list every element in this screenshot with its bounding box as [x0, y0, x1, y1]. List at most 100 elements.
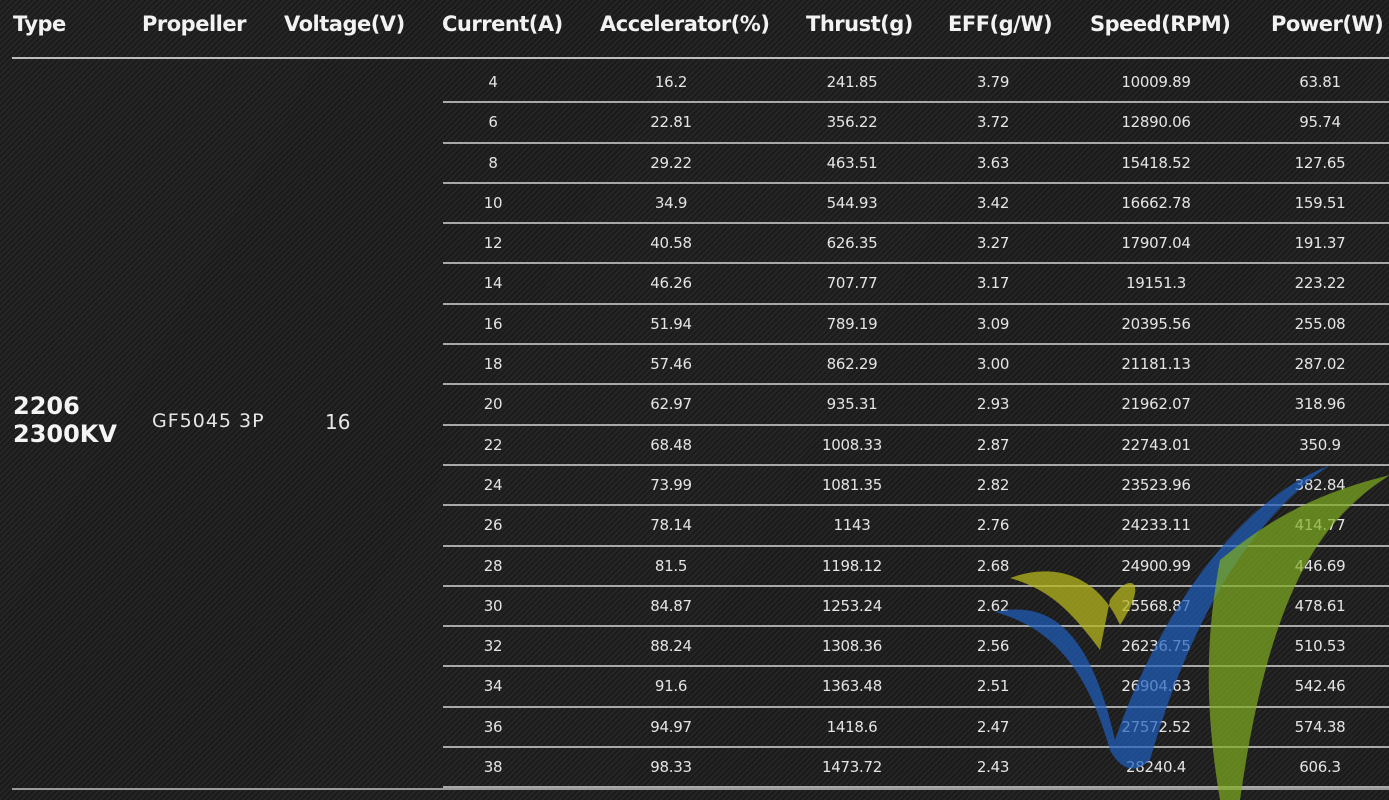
- cell-thrust: 1143: [833, 516, 871, 535]
- cell-speed: 12890.06: [1121, 113, 1191, 132]
- motor-type: 2206 2300KV: [13, 392, 117, 448]
- cell-accelerator: 81.5: [654, 556, 688, 575]
- cell-speed: 20395.56: [1121, 314, 1191, 333]
- cell-power: 159.51: [1294, 193, 1346, 212]
- cell-speed: 24900.99: [1121, 556, 1191, 575]
- cell-power: 350.9: [1299, 435, 1341, 454]
- cell-eff: 3.09: [976, 314, 1010, 333]
- header-thrust: Thrust(g): [806, 12, 913, 36]
- cell-accelerator: 16.2: [654, 73, 688, 91]
- cell-power: 510.53: [1294, 637, 1346, 656]
- cell-power: 287.02: [1294, 355, 1346, 374]
- cell-eff: 2.43: [976, 758, 1010, 777]
- cell-accelerator: 62.97: [650, 395, 692, 414]
- cell-eff: 3.00: [976, 355, 1010, 374]
- table-row: 14 46.26 707.77 3.17 19151.3 223.22: [443, 264, 1389, 305]
- cell-current: 24: [483, 475, 503, 494]
- cell-accelerator: 51.94: [650, 314, 692, 333]
- cell-current: 6: [488, 113, 498, 132]
- cell-thrust: 241.85: [826, 73, 878, 91]
- motor-type-kv: 2300KV: [13, 420, 117, 448]
- cell-current: 4: [488, 73, 498, 91]
- cell-thrust: 1253.24: [822, 596, 882, 615]
- cell-speed: 21962.07: [1121, 395, 1191, 414]
- cell-speed: 28240.4: [1126, 758, 1186, 777]
- table-row: 10 34.9 544.93 3.42 16662.78 159.51: [443, 184, 1389, 225]
- cell-current: 20: [483, 395, 503, 414]
- header-propeller: Propeller: [142, 12, 246, 36]
- cell-power: 191.37: [1294, 234, 1346, 253]
- table-row: 22 68.48 1008.33 2.87 22743.01 350.9: [443, 426, 1389, 466]
- cell-current: 30: [483, 596, 503, 615]
- cell-power: 446.69: [1294, 556, 1346, 575]
- cell-accelerator: 22.81: [650, 113, 692, 132]
- cell-eff: 2.87: [976, 435, 1010, 454]
- cell-accelerator: 68.48: [650, 435, 692, 454]
- cell-eff: 2.62: [976, 596, 1010, 615]
- header-type: Type: [13, 12, 66, 36]
- cell-accelerator: 84.87: [650, 596, 692, 615]
- cell-thrust: 1473.72: [822, 758, 882, 777]
- cell-eff: 2.82: [976, 475, 1010, 494]
- cell-power: 318.96: [1294, 395, 1346, 414]
- header-current: Current(A): [442, 12, 563, 36]
- table-row: 28 81.5 1198.12 2.68 24900.99 446.69: [443, 547, 1389, 587]
- cell-current: 26: [483, 516, 503, 535]
- cell-eff: 2.51: [976, 677, 1010, 696]
- cell-thrust: 707.77: [826, 274, 878, 293]
- cell-speed: 22743.01: [1121, 435, 1191, 454]
- cell-thrust: 544.93: [826, 193, 878, 212]
- cell-thrust: 1363.48: [822, 677, 882, 696]
- cell-power: 63.81: [1299, 73, 1341, 91]
- cell-thrust: 1008.33: [822, 435, 882, 454]
- cell-speed: 19151.3: [1126, 274, 1186, 293]
- bottom-divider: [12, 788, 1389, 790]
- motor-type-size: 2206: [13, 392, 80, 420]
- cell-thrust: 1081.35: [822, 475, 882, 494]
- cell-current: 18: [483, 355, 503, 374]
- cell-accelerator: 34.9: [654, 193, 688, 212]
- cell-power: 127.65: [1294, 153, 1346, 172]
- cell-thrust: 1198.12: [822, 556, 882, 575]
- cell-speed: 25568.87: [1121, 596, 1191, 615]
- cell-thrust: 935.31: [826, 395, 878, 414]
- cell-accelerator: 57.46: [650, 355, 692, 374]
- cell-thrust: 463.51: [826, 153, 878, 172]
- cell-power: 223.22: [1294, 274, 1346, 293]
- cell-thrust: 626.35: [826, 234, 878, 253]
- cell-power: 255.08: [1294, 314, 1346, 333]
- cell-eff: 2.68: [976, 556, 1010, 575]
- cell-accelerator: 98.33: [650, 758, 692, 777]
- cell-current: 22: [483, 435, 503, 454]
- cell-speed: 16662.78: [1121, 193, 1191, 212]
- table-row: 4 16.2 241.85 3.79 10009.89 63.81: [443, 63, 1389, 104]
- header-voltage: Voltage(V): [284, 12, 405, 36]
- cell-speed: 10009.89: [1121, 73, 1191, 91]
- header-divider: [12, 57, 1389, 59]
- cell-current: 12: [483, 234, 503, 253]
- cell-current: 10: [483, 193, 503, 212]
- cell-power: 606.3: [1299, 758, 1341, 777]
- cell-power: 574.38: [1294, 717, 1346, 736]
- cell-speed: 26904.63: [1121, 677, 1191, 696]
- cell-eff: 3.72: [976, 113, 1010, 132]
- cell-accelerator: 91.6: [654, 677, 688, 696]
- cell-current: 14: [483, 274, 503, 293]
- table-row: 6 22.81 356.22 3.72 12890.06 95.74: [443, 103, 1389, 144]
- cell-speed: 23523.96: [1121, 475, 1191, 494]
- header-power: Power(W): [1271, 12, 1384, 36]
- cell-power: 478.61: [1294, 596, 1346, 615]
- table-row: 16 51.94 789.19 3.09 20395.56 255.08: [443, 305, 1389, 346]
- cell-speed: 21181.13: [1121, 355, 1191, 374]
- cell-power: 382.84: [1294, 475, 1346, 494]
- cell-speed: 17907.04: [1121, 234, 1191, 253]
- cell-speed: 24233.11: [1121, 516, 1191, 535]
- cell-eff: 2.56: [976, 637, 1010, 656]
- cell-speed: 26236.75: [1121, 637, 1191, 656]
- cell-accelerator: 40.58: [650, 234, 692, 253]
- header-eff: EFF(g/W): [948, 12, 1053, 36]
- cell-eff: 2.47: [976, 717, 1010, 736]
- table-row: 8 29.22 463.51 3.63 15418.52 127.65: [443, 144, 1389, 184]
- cell-power: 414.77: [1294, 516, 1346, 535]
- cell-speed: 27572.52: [1121, 717, 1191, 736]
